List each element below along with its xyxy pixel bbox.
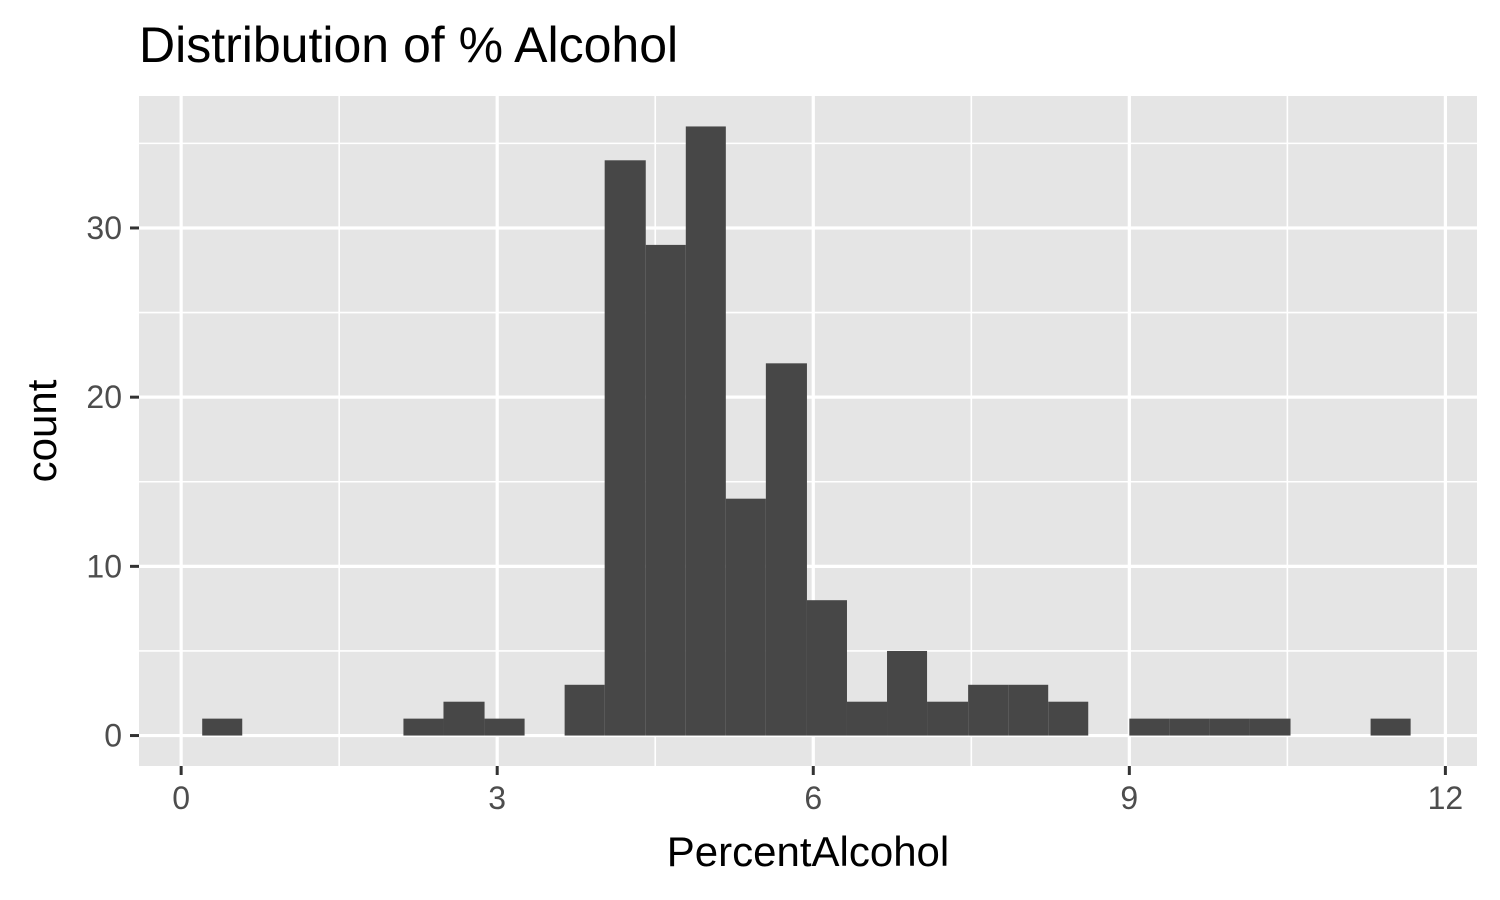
histogram-bar [1169,718,1210,736]
histogram-bar [765,363,807,736]
histogram-bar [846,701,888,736]
histogram-bar [1008,684,1049,736]
y-axis-title: count [18,379,65,482]
histogram-bar [1129,718,1170,736]
x-tick-label: 3 [488,780,506,816]
y-tick-label: 0 [104,718,122,754]
histogram-bar [604,160,646,736]
chart-title: Distribution of % Alcohol [139,17,678,73]
x-axis-title: PercentAlcohol [667,828,950,875]
histogram-bars [202,126,1411,736]
histogram-bar [927,701,969,736]
histogram-bar [685,126,726,736]
x-tick-label: 6 [804,780,822,816]
histogram-bar [403,718,444,736]
histogram-bar [1209,718,1250,736]
histogram-bar [725,498,766,736]
histogram-bar [202,718,243,736]
histogram-bar [443,701,485,736]
y-tick-label: 20 [86,379,122,415]
histogram-bar [1048,701,1089,736]
histogram-bar [806,600,847,736]
histogram-bar [1249,718,1291,736]
histogram-bar [887,650,928,736]
y-axis: 0 10 20 30 [86,210,139,754]
x-tick-label: 12 [1428,780,1464,816]
y-tick-label: 10 [86,548,122,584]
y-tick-label: 30 [86,210,122,246]
histogram-bar [968,684,1009,736]
histogram-bar [1370,718,1411,736]
x-axis: 0 3 6 9 12 [172,766,1463,816]
histogram-bar [564,684,605,736]
x-tick-label: 9 [1120,780,1138,816]
histogram-bar [645,244,686,736]
x-tick-label: 0 [172,780,190,816]
histogram-bar [484,718,525,736]
